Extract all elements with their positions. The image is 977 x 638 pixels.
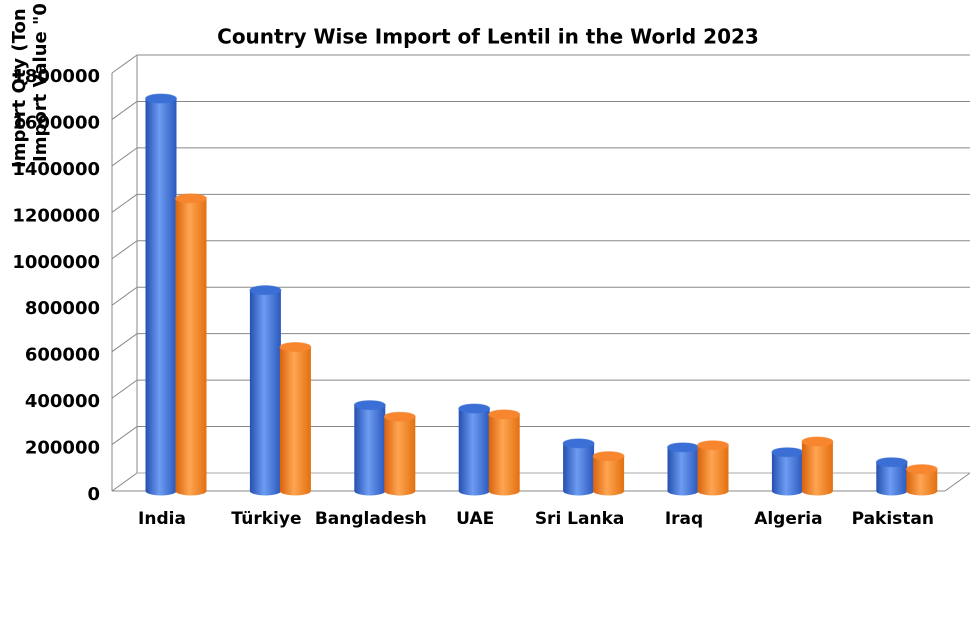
bar-top: [697, 440, 729, 451]
y-tick-label: 1000000: [12, 252, 100, 273]
y-tick-label: 1200000: [12, 205, 100, 226]
x-tick-label: Pakistan: [852, 509, 934, 529]
grid-wall: [111, 426, 138, 445]
bar-top: [667, 442, 699, 453]
bar: [279, 347, 311, 491]
bar-top: [175, 193, 207, 204]
grid-wall: [111, 472, 138, 492]
bar: [175, 198, 207, 491]
bar: [697, 445, 729, 491]
x-tick-label: Bangladesh: [315, 509, 427, 529]
grid-wall: [111, 193, 138, 213]
y-tick-label: 800000: [25, 298, 100, 319]
x-tick-label: Iraq: [665, 509, 703, 529]
bar: [801, 441, 833, 491]
grid-wall: [111, 379, 138, 399]
y-axis-title: Import Qty (Ton: [9, 8, 30, 168]
bar: [249, 290, 281, 491]
bar: [458, 408, 490, 491]
chart-title: Country Wise Import of Lentil in the Wor…: [217, 25, 759, 49]
x-tick-label: Algeria: [754, 509, 822, 529]
bar-top: [875, 457, 908, 468]
y-tick-label: 0: [87, 484, 100, 505]
grid-wall: [111, 54, 138, 74]
y-tick-label: 1400000: [12, 159, 100, 180]
grid-wall: [111, 240, 138, 260]
bar-top: [279, 342, 312, 353]
y-tick-label: 1600000: [12, 112, 100, 133]
grid-wall: [111, 147, 138, 167]
x-tick-label: Sri Lanka: [535, 509, 625, 529]
bar-top: [771, 447, 804, 458]
x-tick-label: UAE: [456, 509, 494, 529]
bar: [906, 469, 938, 491]
grid-wall: [111, 101, 138, 120]
grid-wall: [111, 333, 138, 353]
y-tick-label: 1800000: [12, 66, 100, 87]
bar: [771, 452, 803, 491]
bar-top: [592, 451, 625, 462]
bar-top: [801, 436, 834, 447]
bar-top: [249, 285, 282, 296]
y-tick-label: 600000: [25, 345, 100, 366]
bar: [593, 456, 625, 491]
bar: [563, 443, 595, 491]
bar-top: [905, 464, 938, 475]
x-tick-label: India: [138, 509, 186, 529]
bar-top: [145, 93, 177, 104]
floor-edge: [944, 472, 971, 492]
bar: [667, 447, 699, 491]
bar: [145, 98, 177, 492]
bar: [384, 416, 416, 491]
bar-top: [383, 411, 416, 422]
bar: [488, 414, 520, 491]
y-axis-title: Import Value "0: [30, 3, 51, 162]
bar-top: [353, 400, 386, 411]
x-tick-label: Türkiye: [231, 509, 301, 529]
bar-top: [488, 409, 521, 420]
y-tick-label: 400000: [25, 391, 100, 412]
bar-top: [562, 438, 595, 449]
y-tick-label: 200000: [25, 438, 100, 459]
grid-wall: [111, 286, 138, 306]
bar-top: [458, 403, 491, 414]
bar: [354, 405, 386, 491]
